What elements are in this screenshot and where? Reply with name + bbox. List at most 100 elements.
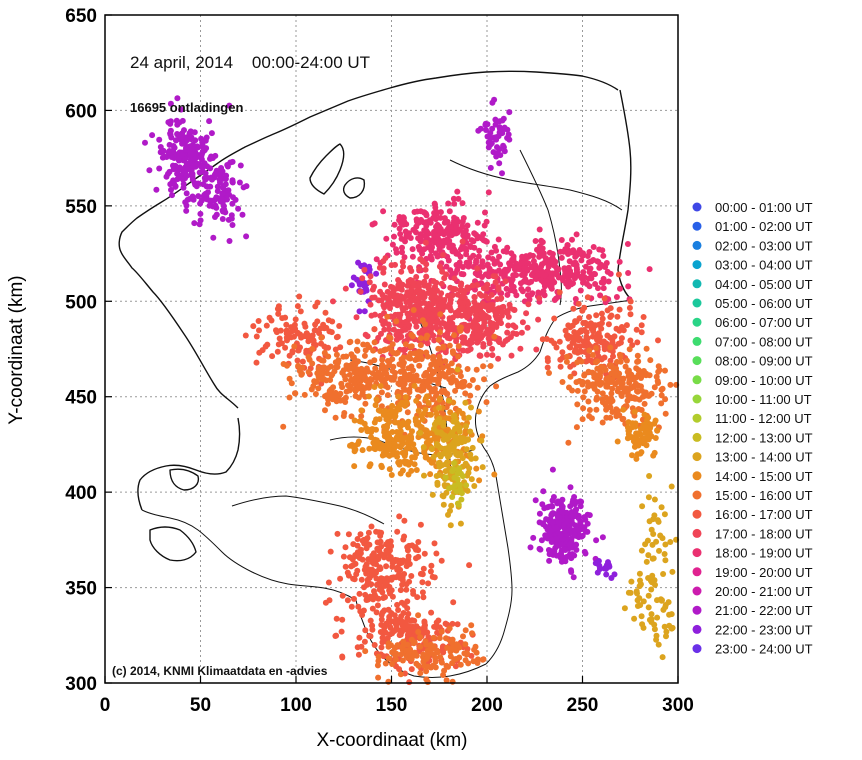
legend-item: 15:00 - 16:00 UT [692, 488, 813, 503]
x-axis-label: X-coordinaat (km) [317, 730, 468, 751]
discharge-point [623, 322, 630, 329]
legend-marker [692, 375, 702, 385]
discharge-point [615, 340, 622, 347]
discharge-point [537, 264, 544, 271]
discharge-point [180, 181, 187, 187]
discharge-point [367, 461, 374, 468]
discharge-point [537, 243, 543, 250]
discharge-point [588, 258, 595, 265]
discharge-point [566, 344, 573, 350]
discharge-point [358, 407, 365, 414]
discharge-point [168, 186, 174, 193]
discharge-point [431, 337, 438, 344]
discharge-point [532, 274, 539, 281]
discharge-point [294, 357, 301, 364]
discharge-point [444, 644, 451, 651]
discharge-point [384, 392, 391, 399]
discharge-point [404, 547, 411, 554]
legend-item: 19:00 - 20:00 UT [692, 565, 813, 580]
discharge-point [610, 365, 617, 371]
legend-label: 11:00 - 12:00 UT [715, 411, 812, 426]
discharge-point [582, 319, 589, 326]
discharge-point [305, 369, 312, 375]
discharge-point [504, 336, 511, 343]
discharge-point [646, 518, 653, 525]
discharge-point [455, 353, 461, 360]
discharge-point [408, 268, 415, 274]
discharge-point [474, 384, 481, 391]
discharge-point [446, 342, 453, 349]
discharge-point [286, 375, 293, 382]
discharge-point [476, 291, 483, 297]
discharge-point [253, 359, 260, 366]
discharge-point [566, 384, 572, 391]
discharge-point [573, 231, 580, 238]
discharge-point [183, 172, 190, 179]
discharge-point [494, 144, 500, 151]
discharge-point [487, 164, 494, 171]
legend-item: 14:00 - 15:00 UT [692, 469, 813, 484]
discharge-point [448, 502, 455, 509]
discharge-point [450, 195, 457, 202]
discharge-point [660, 606, 667, 613]
discharge-point [397, 231, 404, 237]
discharge-point [555, 293, 562, 300]
discharge-point [362, 331, 369, 338]
discharge-point [392, 413, 399, 419]
discharge-point [634, 339, 641, 346]
discharge-point [641, 411, 648, 418]
discharge-point [430, 645, 437, 652]
discharge-point [401, 435, 408, 442]
discharge-point [608, 312, 615, 319]
discharge-point [492, 273, 499, 280]
discharge-point [662, 410, 669, 417]
discharge-point [624, 241, 631, 247]
discharge-point [521, 271, 528, 278]
discharge-point [470, 252, 477, 259]
discharge-point [547, 283, 554, 290]
discharge-point [551, 262, 558, 269]
discharge-point [429, 491, 436, 498]
discharge-point [352, 361, 359, 367]
discharge-point [446, 451, 453, 458]
x-tick-label: 200 [471, 695, 503, 716]
discharge-point [199, 139, 206, 146]
discharge-point [575, 534, 582, 541]
discharge-point [573, 343, 580, 350]
discharge-point [532, 497, 539, 504]
discharge-point [441, 387, 448, 394]
discharge-point [499, 170, 505, 177]
discharge-point [373, 426, 379, 433]
discharge-point [658, 386, 665, 393]
discharge-point [445, 397, 452, 404]
discharge-point [463, 446, 470, 453]
discharge-point [625, 392, 632, 399]
discharge-point [590, 370, 597, 377]
discharge-point [440, 649, 447, 656]
discharge-point [465, 263, 472, 270]
discharge-point [165, 149, 172, 156]
discharge-point [477, 125, 484, 132]
discharge-point [419, 579, 426, 586]
discharge-point [460, 633, 466, 640]
discharge-point [483, 127, 489, 133]
discharge-point [554, 500, 561, 507]
legend-label: 18:00 - 19:00 UT [715, 546, 813, 561]
discharge-point [408, 656, 415, 662]
discharge-point [375, 407, 382, 414]
discharge-point [394, 642, 401, 649]
discharge-point [425, 282, 432, 289]
discharge-point [378, 389, 385, 396]
discharge-point [398, 651, 405, 658]
discharge-point [605, 278, 612, 285]
discharge-point [551, 315, 558, 322]
discharge-point [346, 554, 353, 561]
discharge-point [396, 666, 403, 673]
discharge-point [327, 548, 334, 555]
discharge-point [362, 385, 369, 391]
discharge-point [645, 604, 652, 611]
discharge-point [283, 330, 290, 337]
discharge-point [457, 661, 464, 668]
discharge-point [459, 455, 466, 462]
discharge-point [662, 557, 669, 564]
